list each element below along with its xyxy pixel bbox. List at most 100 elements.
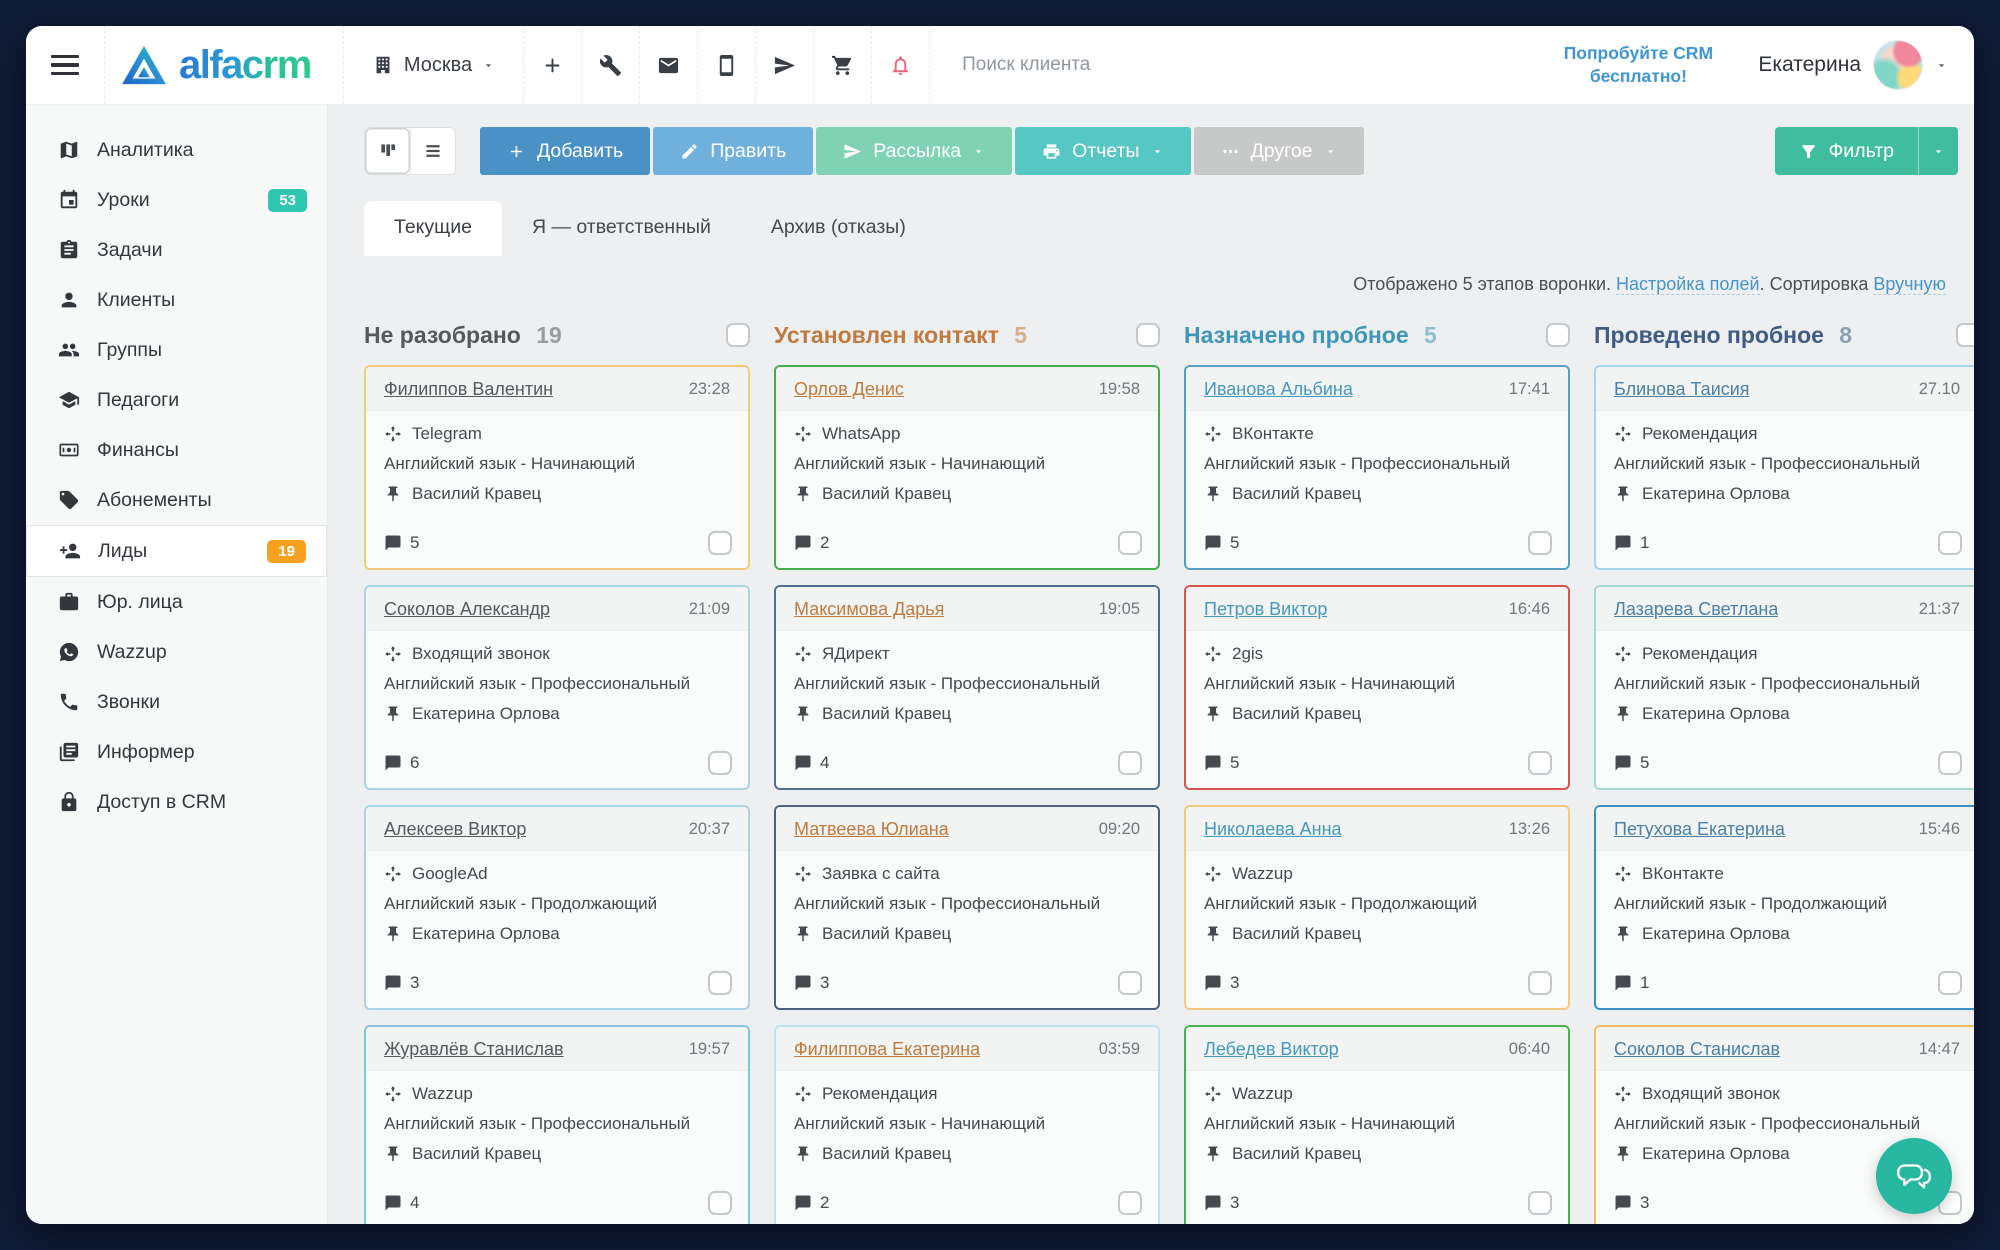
mailing-button[interactable]: Рассылка — [816, 127, 1013, 175]
card-select-checkbox[interactable] — [1528, 971, 1552, 995]
lead-card[interactable]: Филиппов Валентин 23:28 Telegram Английс… — [364, 365, 750, 570]
filter-dropdown-toggle[interactable] — [1918, 127, 1958, 175]
lead-subject: Английский язык - Продолжающий — [1204, 894, 1478, 913]
other-button[interactable]: Другое — [1193, 127, 1364, 175]
sidebar-item-analytics[interactable]: Аналитика — [26, 125, 327, 175]
menu-toggle-button[interactable] — [26, 26, 104, 104]
sidebar-item-informer[interactable]: Информер — [26, 727, 327, 777]
branch-label: Москва — [403, 53, 473, 76]
lead-card[interactable]: Блинова Таисия 27.10 Рекомендация Англий… — [1594, 365, 1974, 570]
mobile-app-button[interactable] — [697, 26, 755, 104]
lead-name-link[interactable]: Журавлёв Станислав — [384, 1039, 564, 1059]
sidebar-item-wazzup[interactable]: Wazzup — [26, 627, 327, 677]
sidebar-item-clients[interactable]: Клиенты — [26, 275, 327, 325]
chat-widget-button[interactable] — [1876, 1138, 1952, 1214]
sidebar-item-lessons[interactable]: Уроки 53 — [26, 175, 327, 225]
column-select-checkbox[interactable] — [726, 323, 750, 347]
sidebar-item-finance[interactable]: Финансы — [26, 425, 327, 475]
edit-button[interactable]: Править — [653, 127, 814, 175]
card-select-checkbox[interactable] — [1528, 531, 1552, 555]
sort-mode-link[interactable]: Вручную — [1873, 274, 1946, 295]
mail-button[interactable] — [639, 26, 697, 104]
tab-archive[interactable]: Архив (отказы) — [770, 216, 906, 238]
lead-name-link[interactable]: Николаева Анна — [1204, 819, 1342, 839]
sidebar-item-legal-entities[interactable]: Юр. лица — [26, 577, 327, 627]
source-icon — [794, 1085, 812, 1103]
column-select-checkbox[interactable] — [1546, 323, 1570, 347]
card-select-checkbox[interactable] — [708, 1191, 732, 1215]
lead-name-link[interactable]: Лазарева Светлана — [1614, 599, 1779, 619]
user-menu[interactable]: Екатерина — [1738, 26, 1974, 104]
kanban-view-button[interactable] — [365, 128, 410, 174]
lead-name-link[interactable]: Соколов Александр — [384, 599, 551, 619]
add-button[interactable]: Добавить — [480, 127, 651, 175]
search-input[interactable] — [960, 53, 1509, 77]
logo[interactable]: alfacrm — [104, 26, 343, 104]
lead-name-link[interactable]: Блинова Таисия — [1614, 379, 1750, 399]
lead-card[interactable]: Максимова Дарья 19:05 ЯДирект Английский… — [774, 585, 1160, 790]
lead-card[interactable]: Петухова Екатерина 15:46 ВКонтакте Англи… — [1594, 805, 1974, 1010]
reports-button[interactable]: Отчеты — [1015, 127, 1191, 175]
lead-name-link[interactable]: Матвеева Юлиана — [794, 819, 949, 839]
lead-card[interactable]: Николаева Анна 13:26 Wazzup Английский я… — [1184, 805, 1570, 1010]
lead-card[interactable]: Петров Виктор 16:46 2gis Английский язык… — [1184, 585, 1570, 790]
fields-settings-link[interactable]: Настройка полей — [1616, 274, 1760, 295]
card-select-checkbox[interactable] — [708, 751, 732, 775]
card-select-checkbox[interactable] — [1938, 531, 1962, 555]
lead-card[interactable]: Филиппова Екатерина 03:59 Рекомендация А… — [774, 1025, 1160, 1224]
lead-name-link[interactable]: Петухова Екатерина — [1614, 819, 1785, 839]
lead-name-link[interactable]: Иванова Альбина — [1204, 379, 1353, 399]
sidebar-item-leads[interactable]: Лиды 19 — [26, 525, 327, 577]
list-view-button[interactable] — [410, 128, 455, 174]
comment-icon — [794, 534, 812, 552]
card-select-checkbox[interactable] — [1938, 971, 1962, 995]
sidebar-item-groups[interactable]: Группы — [26, 325, 327, 375]
lead-name-link[interactable]: Орлов Денис — [794, 379, 904, 399]
filter-button[interactable]: Фильтр — [1775, 127, 1918, 175]
card-select-checkbox[interactable] — [1528, 751, 1552, 775]
lead-card[interactable]: Лазарева Светлана 21:37 Рекомендация Анг… — [1594, 585, 1974, 790]
lead-name-link[interactable]: Филиппов Валентин — [384, 379, 554, 399]
lead-name-link[interactable]: Петров Виктор — [1204, 599, 1328, 619]
card-select-checkbox[interactable] — [1118, 971, 1142, 995]
card-select-checkbox[interactable] — [1118, 531, 1142, 555]
telegram-button[interactable] — [755, 26, 813, 104]
sidebar-item-calls[interactable]: Звонки — [26, 677, 327, 727]
card-select-checkbox[interactable] — [1118, 1191, 1142, 1215]
quick-add-button[interactable] — [523, 26, 581, 104]
column-select-checkbox[interactable] — [1136, 323, 1160, 347]
card-select-checkbox[interactable] — [708, 531, 732, 555]
lead-card[interactable]: Орлов Денис 19:58 WhatsApp Английский яз… — [774, 365, 1160, 570]
sidebar-item-tasks[interactable]: Задачи — [26, 225, 327, 275]
lead-card[interactable]: Матвеева Юлиана 09:20 Заявка с сайта Анг… — [774, 805, 1160, 1010]
column-select-checkbox[interactable] — [1956, 323, 1974, 347]
card-select-checkbox[interactable] — [1118, 751, 1142, 775]
lead-name-link[interactable]: Филиппова Екатерина — [794, 1039, 981, 1059]
lead-name-link[interactable]: Соколов Станислав — [1614, 1039, 1781, 1059]
card-select-checkbox[interactable] — [708, 971, 732, 995]
card-footer: 3 — [1186, 1191, 1568, 1224]
settings-button[interactable] — [581, 26, 639, 104]
card-select-checkbox[interactable] — [1528, 1191, 1552, 1215]
lead-card[interactable]: Иванова Альбина 17:41 ВКонтакте Английск… — [1184, 365, 1570, 570]
shop-button[interactable] — [813, 26, 871, 104]
lead-name-link[interactable]: Алексеев Виктор — [384, 819, 527, 839]
branch-selector[interactable]: Москва — [342, 26, 523, 104]
sidebar-item-teachers[interactable]: Педагоги — [26, 375, 327, 425]
card-select-checkbox[interactable] — [1938, 751, 1962, 775]
lead-time: 14:47 — [1918, 1040, 1960, 1058]
lead-card[interactable]: Алексеев Виктор 20:37 GoogleAd Английски… — [364, 805, 750, 1010]
lead-card[interactable]: Соколов Александр 21:09 Входящий звонок … — [364, 585, 750, 790]
lead-name-link[interactable]: Лебедев Виктор — [1204, 1039, 1339, 1059]
tab-responsible[interactable]: Я — ответственный — [531, 216, 711, 238]
promo-link[interactable]: Попробуйте CRM бесплатно! — [1563, 43, 1714, 86]
lead-time: 15:46 — [1918, 820, 1960, 838]
chevron-down-icon — [1935, 59, 1948, 72]
lead-card[interactable]: Журавлёв Станислав 19:57 Wazzup Английск… — [364, 1025, 750, 1224]
lead-name-link[interactable]: Максимова Дарья — [794, 599, 945, 619]
notifications-button[interactable] — [871, 26, 929, 104]
lead-card[interactable]: Лебедев Виктор 06:40 Wazzup Английский я… — [1184, 1025, 1570, 1224]
sidebar-item-crm-access[interactable]: Доступ в CRM — [26, 777, 327, 827]
tab-current[interactable]: Текущие — [364, 201, 502, 256]
sidebar-item-subscriptions[interactable]: Абонементы — [26, 475, 327, 525]
